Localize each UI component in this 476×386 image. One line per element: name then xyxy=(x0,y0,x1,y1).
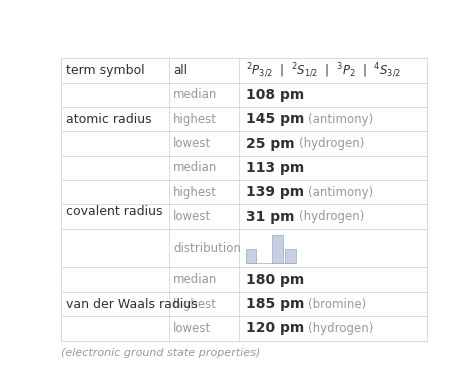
Text: (antimony): (antimony) xyxy=(307,186,373,199)
Text: (hydrogen): (hydrogen) xyxy=(298,137,363,150)
Text: all: all xyxy=(173,64,187,77)
Text: 113 pm: 113 pm xyxy=(245,161,303,175)
Text: van der Waals radius: van der Waals radius xyxy=(66,298,197,310)
Bar xyxy=(245,249,256,263)
Text: lowest: lowest xyxy=(173,322,211,335)
Text: $^{2}P_{3/2}$  |  $^{2}S_{1/2}$  |  $^{3}P_{2}$  |  $^{4}S_{3/2}$: $^{2}P_{3/2}$ | $^{2}S_{1/2}$ | $^{3}P_{… xyxy=(245,61,400,80)
Bar xyxy=(285,249,295,263)
Text: (hydrogen): (hydrogen) xyxy=(298,210,363,223)
Text: 25 pm: 25 pm xyxy=(245,137,294,151)
Text: median: median xyxy=(173,273,217,286)
Bar xyxy=(272,235,282,263)
Text: (electronic ground state properties): (electronic ground state properties) xyxy=(61,348,260,358)
Text: highest: highest xyxy=(173,186,217,199)
Text: median: median xyxy=(173,88,217,101)
Text: covalent radius: covalent radius xyxy=(66,205,162,218)
Text: 139 pm: 139 pm xyxy=(245,185,303,199)
Text: distribution: distribution xyxy=(173,242,240,255)
Text: (bromine): (bromine) xyxy=(308,298,366,310)
Text: (hydrogen): (hydrogen) xyxy=(307,322,373,335)
Text: term symbol: term symbol xyxy=(66,64,144,77)
Text: lowest: lowest xyxy=(173,137,211,150)
Text: 145 pm: 145 pm xyxy=(245,112,303,126)
Text: atomic radius: atomic radius xyxy=(66,113,151,125)
Text: 31 pm: 31 pm xyxy=(245,210,294,223)
Text: 108 pm: 108 pm xyxy=(245,88,303,102)
Text: 120 pm: 120 pm xyxy=(245,322,303,335)
Text: median: median xyxy=(173,161,217,174)
Text: lowest: lowest xyxy=(173,210,211,223)
Text: 180 pm: 180 pm xyxy=(245,273,303,287)
Text: highest: highest xyxy=(173,113,217,125)
Text: (antimony): (antimony) xyxy=(308,113,373,125)
Text: 185 pm: 185 pm xyxy=(245,297,303,311)
Text: highest: highest xyxy=(173,298,217,310)
